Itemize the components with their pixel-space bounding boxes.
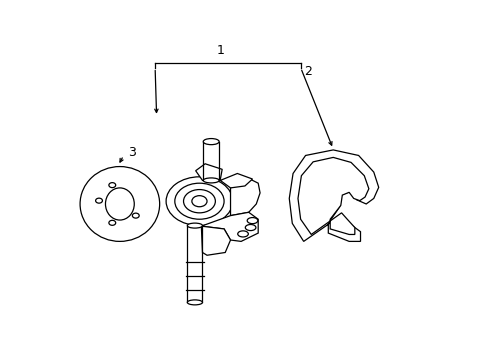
Text: 3: 3 <box>128 147 136 159</box>
Polygon shape <box>297 157 368 234</box>
Circle shape <box>109 220 116 225</box>
Ellipse shape <box>187 300 202 305</box>
Circle shape <box>132 213 139 218</box>
Circle shape <box>109 183 116 188</box>
Circle shape <box>183 190 215 213</box>
Text: 1: 1 <box>216 44 224 57</box>
Ellipse shape <box>247 217 257 224</box>
Ellipse shape <box>105 188 134 220</box>
Ellipse shape <box>203 178 219 183</box>
Circle shape <box>96 198 102 203</box>
Ellipse shape <box>237 231 248 237</box>
Ellipse shape <box>203 139 219 145</box>
Text: 2: 2 <box>304 65 312 78</box>
Polygon shape <box>289 150 378 242</box>
Ellipse shape <box>245 225 255 231</box>
Polygon shape <box>230 179 260 216</box>
Circle shape <box>175 183 224 219</box>
Ellipse shape <box>187 223 202 228</box>
Polygon shape <box>195 164 222 180</box>
Polygon shape <box>201 212 258 242</box>
Polygon shape <box>220 174 252 188</box>
Ellipse shape <box>80 167 159 242</box>
Polygon shape <box>201 226 230 255</box>
Circle shape <box>166 177 232 226</box>
Circle shape <box>191 196 206 207</box>
